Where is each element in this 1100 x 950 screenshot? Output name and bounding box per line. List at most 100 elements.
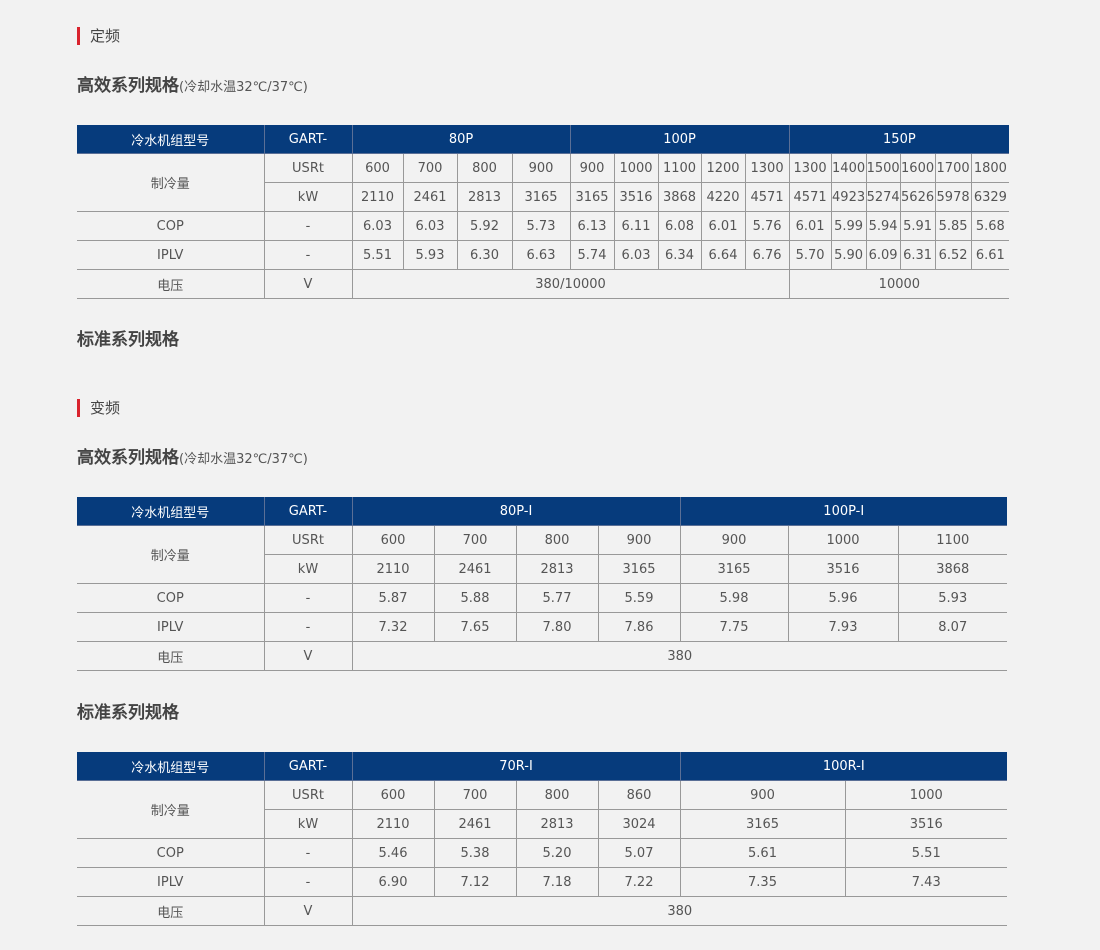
value-cell: 800	[456, 153, 513, 183]
section-title-variable-frequency: 变频	[77, 399, 120, 417]
prefix-header: GART-	[263, 752, 353, 781]
heading-note: (冷却水温32℃/37℃)	[179, 80, 308, 95]
value-cell: 5.88	[433, 583, 517, 613]
usrt-row: 制冷量 USRt 600 700 800 860 900 1000	[77, 780, 1008, 839]
model-group-header: 80P	[351, 125, 571, 154]
value-cell: 7.43	[844, 867, 1008, 897]
value-cell: 6.09	[865, 240, 901, 270]
prefix-header: GART-	[263, 497, 353, 526]
value-cell: 6.64	[700, 240, 746, 270]
value-cell: 5.68	[970, 211, 1010, 241]
voltage-label: 电压	[77, 269, 265, 299]
value-cell: 5.38	[433, 838, 517, 868]
voltage-value: 10000	[788, 269, 1010, 299]
value-cell: 1200	[700, 153, 746, 183]
cop-row: COP -5.87 5.88 5.77 5.59 5.98 5.96 5.93	[77, 583, 1008, 613]
value-cell: 5.85	[934, 211, 972, 241]
voltage-value: 380	[351, 641, 1008, 671]
value-cell: 7.93	[787, 612, 899, 642]
value-cell: 2110	[351, 554, 435, 584]
unit-cell: -	[263, 211, 353, 241]
value-cell: 5.94	[865, 211, 901, 241]
value-cell: 3868	[657, 182, 702, 212]
cop-row: COP -5.46 5.38 5.20 5.07 5.61 5.51	[77, 838, 1008, 868]
voltage-value: 380	[351, 896, 1008, 926]
unit-cell: USRt	[263, 525, 353, 555]
value-cell: 7.86	[597, 612, 681, 642]
cooling-capacity-label: 制冷量	[77, 525, 265, 584]
model-header: 冷水机组型号	[77, 752, 265, 781]
value-cell: 5.92	[456, 211, 513, 241]
unit-cell: USRt	[263, 153, 353, 183]
value-cell: 5626	[899, 182, 936, 212]
value-cell: 8.07	[897, 612, 1008, 642]
value-cell: 5.07	[597, 838, 681, 868]
value-cell: 5.51	[351, 240, 404, 270]
high-efficiency-heading: 高效系列规格(冷却水温32℃/37℃)	[77, 447, 308, 471]
value-cell: 5.98	[679, 583, 789, 613]
voltage-label: 电压	[77, 896, 265, 926]
value-cell: 5.59	[597, 583, 681, 613]
header-row: 冷水机组型号 GART- 80P-I 100P-I	[77, 497, 1008, 526]
value-cell: 2461	[433, 554, 517, 584]
value-cell: 900	[679, 525, 789, 555]
value-cell: 6.61	[970, 240, 1010, 270]
value-cell: 600	[351, 153, 404, 183]
value-cell: 1000	[613, 153, 659, 183]
value-cell: 5.93	[402, 240, 458, 270]
value-cell: 860	[597, 780, 681, 810]
iplv-label: IPLV	[77, 612, 265, 642]
value-cell: 6.52	[934, 240, 972, 270]
unit-cell: -	[263, 612, 353, 642]
value-cell: 700	[433, 780, 517, 810]
value-cell: 6.34	[657, 240, 702, 270]
unit-cell: -	[263, 240, 353, 270]
unit-cell: V	[263, 269, 353, 299]
value-cell: 4571	[744, 182, 790, 212]
value-cell: 6.11	[613, 211, 659, 241]
cop-row: COP -6.03 6.03 5.92 5.73 6.13 6.11 6.08 6.01 5.76…	[77, 211, 1010, 241]
value-cell: 900	[569, 153, 615, 183]
value-cell: 1100	[897, 525, 1008, 555]
value-cell: 2110	[351, 182, 404, 212]
kw-row: kW 2110 2461 2813 3165 3165 3516 3868	[77, 554, 1008, 584]
value-cell: 4923	[830, 182, 867, 212]
value-cell: 5.87	[351, 583, 435, 613]
value-cell: 6.03	[402, 211, 458, 241]
value-cell: 4571	[788, 182, 832, 212]
value-cell: 5.91	[899, 211, 936, 241]
usrt-row: 制冷量 USRt 600 700 800 900 900 1000 1100 1200 1300 13…	[77, 153, 1010, 212]
value-cell: 2813	[456, 182, 513, 212]
value-cell: 5978	[934, 182, 972, 212]
value-cell: 6.30	[456, 240, 513, 270]
value-cell: 1300	[744, 153, 790, 183]
voltage-value: 380/10000	[351, 269, 790, 299]
model-header: 冷水机组型号	[77, 497, 265, 526]
value-cell: 3165	[597, 554, 681, 584]
spec-table-variable-standard: 冷水机组型号 GART- 70R-I 100R-I 制冷量 USRt 600 700 800 86…	[77, 752, 1008, 926]
value-cell: 5.77	[515, 583, 599, 613]
voltage-row: 电压 V 380	[77, 896, 1008, 926]
cooling-capacity-label: 制冷量	[77, 153, 265, 212]
value-cell: 600	[351, 780, 435, 810]
unit-cell: V	[263, 641, 353, 671]
value-cell: 2813	[515, 554, 599, 584]
model-group-header: 100P-I	[679, 497, 1008, 526]
voltage-row: 电压 V 380/10000 10000	[77, 269, 1010, 299]
value-cell: 1300	[788, 153, 832, 183]
value-cell: 6.31	[899, 240, 936, 270]
value-cell: 6.63	[511, 240, 571, 270]
value-cell: 2461	[433, 809, 517, 839]
heading-note: (冷却水温32℃/37℃)	[179, 452, 308, 467]
value-cell: 5.20	[515, 838, 599, 868]
value-cell: 7.12	[433, 867, 517, 897]
model-header: 冷水机组型号	[77, 125, 265, 154]
value-cell: 3165	[679, 809, 846, 839]
cop-label: COP	[77, 583, 265, 613]
value-cell: 3165	[679, 554, 789, 584]
value-cell: 900	[597, 525, 681, 555]
unit-cell: V	[263, 896, 353, 926]
value-cell: 5.96	[787, 583, 899, 613]
value-cell: 3516	[844, 809, 1008, 839]
value-cell: 3024	[597, 809, 681, 839]
